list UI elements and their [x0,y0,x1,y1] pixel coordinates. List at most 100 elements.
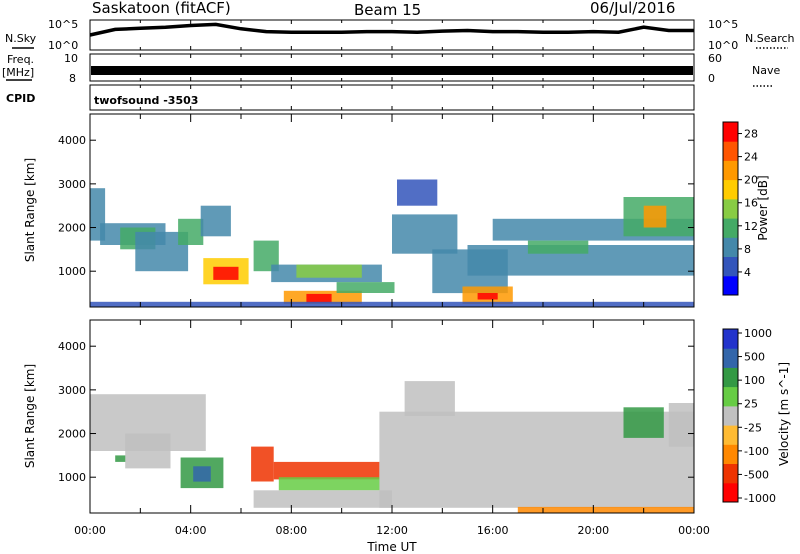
power-panel-frame [89,113,695,308]
power-colorbar-segment [723,275,738,296]
velocity-colorbar-label: Velocity [m s^-1] [777,362,791,466]
power-colorbar-segment [723,256,738,277]
velocity-colorbar-tick-label: 1000 [744,327,772,340]
velocity-region-2 [115,455,126,462]
velocity-colorbar-segment [723,367,738,388]
power-colorbar-tick-label: 12 [744,220,758,233]
velocity-colorbar-segment [723,329,738,349]
velocity-colorbar-tick-label: -100 [744,445,769,458]
power-region-23 [643,205,667,228]
power-colorbar-tick-label: 24 [744,151,758,164]
velocity-colorbar-segment [723,425,738,445]
xtick-label: 12:00 [376,524,408,537]
freq-unit-label: [MHz] [2,66,34,79]
power-colorbar-segment [723,122,738,142]
power-region-15 [397,179,438,206]
velocity-region-12 [623,407,664,438]
power-colorbar: 4 8 12 16 20 24 28 [723,122,758,296]
power-colorbar-segment [723,198,738,219]
velocity-region-4 [193,466,211,482]
ytick-label: 3000 [58,384,86,397]
nsearch-ytick-top: 10^5 [708,18,738,31]
nave-ytick-top: 60 [708,52,722,65]
velocity-colorbar-segment [723,444,738,464]
nsearch-ytick-bottom: 10^0 [708,39,738,52]
velocity-y-axis: 1000 2000 3000 4000 [58,340,694,484]
nave-ytick-bottom: 0 [708,72,715,85]
xtick-label: 00:00 [74,524,106,537]
ytick-label: 4000 [58,340,86,353]
xtick-label: 08:00 [275,524,307,537]
power-colorbar-segment [723,218,738,238]
velocity-region-8 [253,490,392,508]
ytick-label: 2000 [58,222,86,235]
ytick-label: 4000 [58,134,86,147]
power-y-axis: 1000 2000 3000 4000 [58,134,694,278]
power-heatmap [90,179,694,307]
power-region-18 [477,293,498,300]
velocity-colorbar-tick-label: -500 [744,468,769,481]
velocity-region-6 [273,461,380,480]
power-colorbar-segment [723,160,738,181]
velocity-colorbar-tick-label: -25 [744,421,762,434]
power-ylabel: Slant Range [km] [23,158,37,262]
freq-series-band [91,66,693,75]
nsky-label: N.Sky [5,32,37,45]
velocity-heatmap [90,381,694,513]
power-region-12 [306,293,332,303]
x-axis-label: Time UT [366,540,417,554]
velocity-colorbar-segment [723,386,738,407]
power-region-4 [178,218,204,245]
velocity-colorbar-segment [723,405,738,426]
velocity-colorbar-tick-label: 25 [744,398,758,411]
power-colorbar-segment [723,237,738,257]
xtick-label: 04:00 [175,524,207,537]
velocity-region-7 [278,477,380,491]
power-region-21 [527,240,589,254]
time-x-axis: 00:00 04:00 08:00 12:00 16:00 20:00 00:00 [74,20,710,537]
nsky-ytick-bottom: 10^0 [48,39,78,52]
nsearch-label: N.Search [745,32,795,45]
freq-label: Freq. [7,53,34,66]
velocity-region-11 [517,506,694,513]
power-colorbar-frame [722,121,739,296]
velocity-colorbar-tick-label: -1000 [744,492,776,505]
cpid-label: CPID [6,92,35,105]
cpid-value: twofsound -3503 [94,94,198,107]
velocity-colorbar-tick-label: 500 [744,351,765,364]
velocity-region-13 [668,403,694,447]
xtick-label: 20:00 [577,524,609,537]
ytick-label: 2000 [58,428,86,441]
date-title: 06/Jul/2016 [590,0,675,17]
velocity-colorbar: 1000 500 100 25 -25 -100 -500 -1000 [723,327,776,505]
nsky-series-line [89,22,694,37]
velocity-colorbar-frame [722,328,739,503]
station-title: Saskatoon (fitACF) [92,0,231,17]
power-region-7 [213,266,239,280]
velocity-region-1 [125,433,171,469]
velocity-ylabel: Slant Range [km] [23,364,37,468]
velocity-colorbar-tick-label: 100 [744,374,765,387]
nave-label: Nave [752,64,780,77]
beam-title: Beam 15 [354,1,421,19]
power-colorbar-label: Power [dB] [756,175,770,240]
freq-ytick-top: 10 [64,52,78,65]
power-colorbar-segment [723,179,738,200]
power-colorbar-segment [723,141,738,161]
power-region-13 [336,282,395,293]
ytick-label: 1000 [58,265,86,278]
power-colorbar-tick-label: 16 [744,197,758,210]
velocity-region-5 [251,446,274,482]
ytick-label: 1000 [58,471,86,484]
power-region-14 [392,214,458,254]
ytick-label: 3000 [58,178,86,191]
xtick-label: 16:00 [477,524,509,537]
velocity-colorbar-segment [723,348,738,368]
velocity-colorbar-segment [723,482,738,503]
power-colorbar-tick-label: 8 [744,243,751,256]
nsky-ytick-top: 10^5 [48,18,78,31]
power-colorbar-tick-label: 4 [744,266,751,279]
velocity-colorbar-segment [723,463,738,484]
power-region-5 [200,205,231,237]
